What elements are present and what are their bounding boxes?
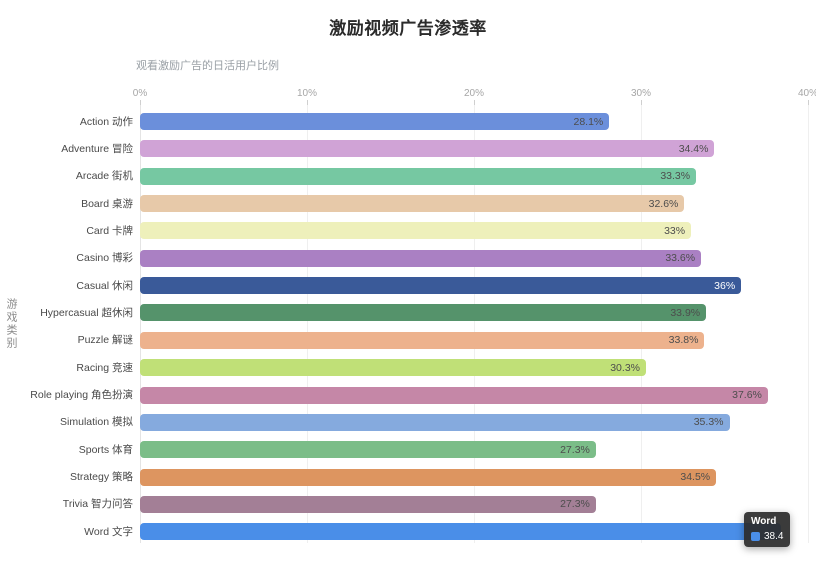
bar[interactable]: 36%	[140, 277, 742, 295]
bar-value-label: 34.4%	[678, 142, 709, 155]
bar-value-label: 27.3%	[560, 443, 590, 456]
x-axis-tick-mark	[140, 100, 141, 105]
bar[interactable]: 33%	[140, 222, 692, 240]
x-axis-tick-mark	[474, 100, 475, 105]
category-label: Board 桌游	[81, 197, 133, 210]
bar-value-label: 32.6%	[648, 197, 679, 210]
category-label: Racing 竞速	[76, 361, 133, 374]
bar[interactable]: 30.3%	[140, 359, 646, 377]
bar[interactable]: 33.9%	[140, 304, 707, 322]
category-label: Hypercasual 超休闲	[40, 306, 133, 319]
x-axis-tick-mark	[808, 100, 809, 105]
gridline	[307, 105, 308, 543]
gridline	[641, 105, 642, 543]
bar[interactable]: 37.6%	[140, 386, 768, 404]
x-axis-tick-label: 10%	[296, 88, 318, 99]
tooltip: Word 38.4	[744, 512, 791, 547]
x-axis-tick-mark	[641, 100, 642, 105]
x-axis-tick-label: 0%	[132, 88, 148, 99]
bar[interactable]: 33.3%	[140, 167, 697, 185]
gridline	[140, 105, 141, 543]
x-axis-tick-label: 20%	[463, 88, 485, 99]
bar-value-label: 37.6%	[732, 389, 762, 401]
bar[interactable]: 27.3%	[140, 441, 596, 459]
bar[interactable]: 28.1%	[140, 113, 610, 130]
tooltip-row: 38.4	[751, 531, 783, 542]
chart-subtitle: 观看激励广告的日活用户比例	[136, 60, 279, 72]
bar[interactable]: 32.6%	[140, 195, 685, 213]
bar[interactable]: 35.3%	[140, 413, 730, 431]
x-axis-tick-label: 40%	[797, 88, 816, 99]
bar[interactable]: 33.8%	[140, 331, 705, 349]
category-label: Adventure 冒险	[61, 142, 133, 155]
category-label: Casual 休闲	[76, 279, 133, 292]
bar[interactable]: 34.4%	[140, 140, 715, 158]
gridline	[808, 105, 809, 543]
bar-value-label: 27.3%	[560, 498, 590, 511]
bar-value-label: 33.6%	[665, 252, 696, 265]
bar[interactable]: 34.5%	[140, 468, 717, 486]
bar-value-label: 33.8%	[668, 334, 699, 347]
tooltip-title: Word	[751, 516, 777, 527]
category-label: Strategy 策略	[69, 471, 133, 484]
gridline	[474, 105, 475, 543]
tooltip-value: 38.4	[764, 531, 784, 542]
category-label: Casino 博彩	[76, 252, 133, 265]
bar-value-label: 33.9%	[670, 306, 701, 319]
category-label: Simulation 模拟	[60, 416, 133, 429]
x-axis-tick-mark	[307, 100, 308, 105]
bar-value-label: 33.3%	[660, 170, 691, 183]
tooltip-series-swatch	[751, 532, 760, 541]
bar-value-label: 36%	[714, 279, 736, 292]
category-label: Word 文字	[84, 525, 133, 538]
bar-value-label: 34.5%	[680, 471, 711, 484]
category-label: Role playing 角色扮演	[30, 389, 133, 401]
category-label: Card 卡牌	[86, 224, 133, 237]
category-label: Action 动作	[79, 115, 133, 128]
bar-value-label: 28.1%	[573, 115, 604, 128]
category-label: Puzzle 解谜	[77, 334, 133, 347]
bar[interactable]: 27.3%	[140, 495, 596, 513]
y-axis-name: 游戏类别	[5, 298, 17, 350]
bar-value-label: 35.3%	[693, 416, 724, 429]
bar[interactable]	[140, 523, 782, 541]
category-label: Trivia 智力问答	[62, 498, 133, 511]
chart-title: 激励视频广告渗透率	[329, 19, 487, 38]
category-label: Sports 体育	[78, 443, 133, 456]
bar[interactable]: 33.6%	[140, 249, 702, 267]
bar-value-label: 33%	[664, 224, 686, 237]
x-axis-tick-label: 30%	[630, 88, 652, 99]
bar-value-label: 30.3%	[610, 361, 640, 374]
category-label: Arcade 街机	[75, 170, 133, 183]
